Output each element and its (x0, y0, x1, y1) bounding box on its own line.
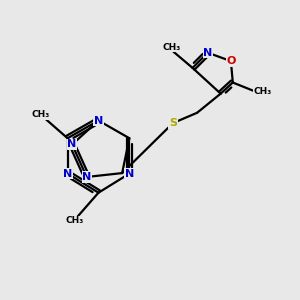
Text: N: N (63, 169, 72, 178)
Text: CH₃: CH₃ (32, 110, 50, 119)
Text: CH₃: CH₃ (253, 87, 272, 96)
Text: N: N (82, 172, 92, 182)
Text: CH₃: CH₃ (66, 216, 84, 225)
Text: N: N (125, 169, 134, 178)
Text: CH₃: CH₃ (163, 43, 181, 52)
Text: N: N (203, 48, 212, 58)
Text: N: N (94, 116, 103, 126)
Text: O: O (226, 56, 236, 66)
Text: N: N (68, 140, 77, 149)
Text: S: S (169, 118, 177, 128)
